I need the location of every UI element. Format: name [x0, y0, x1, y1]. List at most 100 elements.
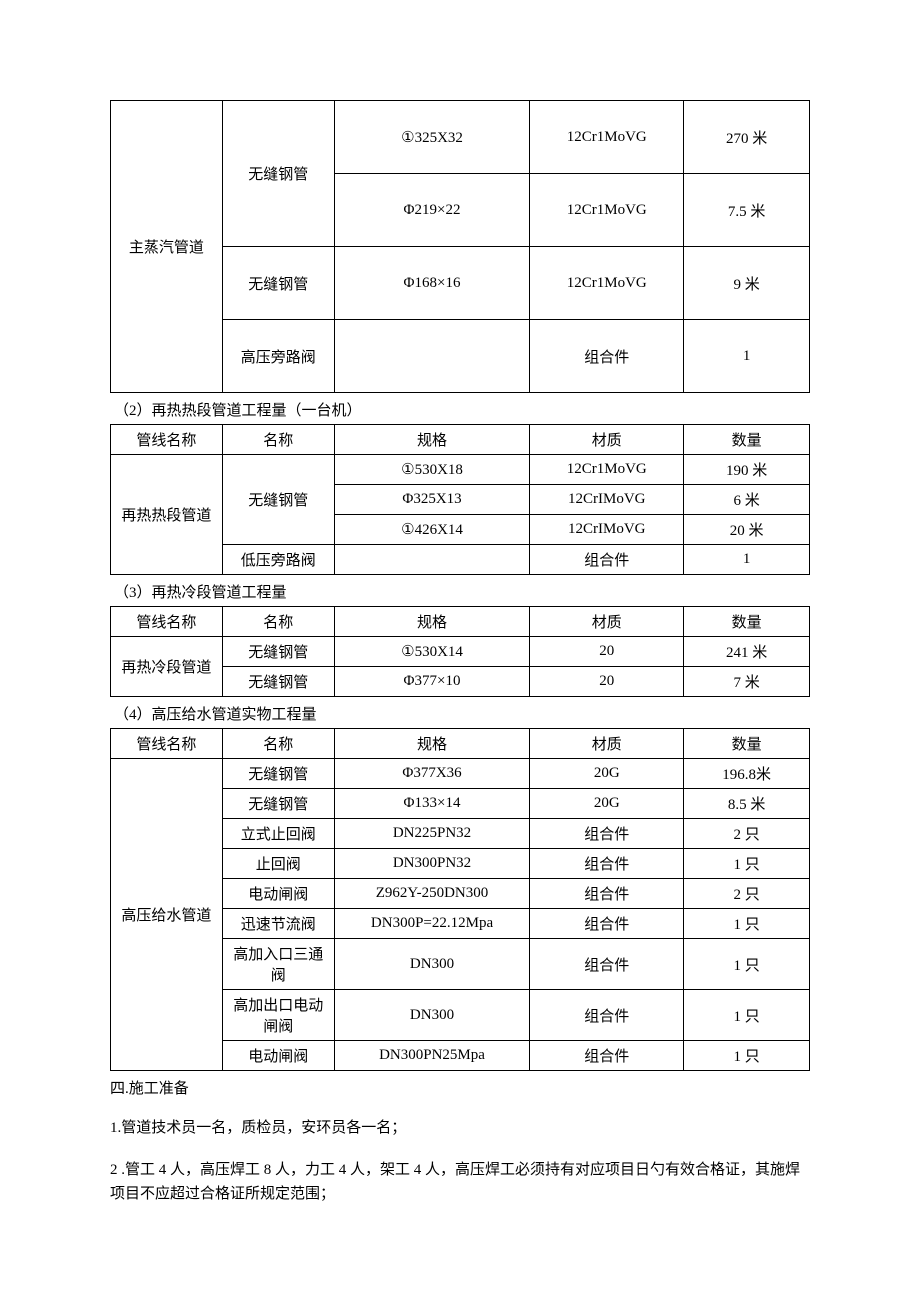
cell-spec: Z962Y-250DN300 — [334, 879, 530, 909]
cell-qty: 196.8米 — [684, 759, 810, 789]
cell-spec — [334, 320, 530, 393]
cell-material: 组合件 — [530, 1041, 684, 1071]
cell-name: 高加出口电动闸阀 — [222, 990, 334, 1041]
cell-qty: 6 米 — [684, 485, 810, 515]
header-qty: 数量 — [684, 729, 810, 759]
cell-material: 12CrIMoVG — [530, 485, 684, 515]
table-hp-feedwater: 管线名称 名称 规格 材质 数量 高压给水管道 无缝钢管 Φ377X36 20G… — [110, 728, 810, 1071]
table-reheat-cold: 管线名称 名称 规格 材质 数量 再热冷段管道 无缝钢管 ①530X14 20 … — [110, 606, 810, 697]
header-pipe: 管线名称 — [111, 729, 223, 759]
caption-t2: （2）再热热段管道工程量（一台机） — [114, 399, 810, 420]
cell-qty: 20 米 — [684, 515, 810, 545]
section-4-title: 四.施工准备 — [110, 1077, 810, 1098]
cell-spec: Φ168×16 — [334, 247, 530, 320]
header-qty: 数量 — [684, 425, 810, 455]
cell-name: 迅速节流阀 — [222, 909, 334, 939]
cell-material: 20G — [530, 789, 684, 819]
header-name: 名称 — [222, 729, 334, 759]
header-spec: 规格 — [334, 729, 530, 759]
cell-qty: 270 米 — [684, 101, 810, 174]
header-pipe: 管线名称 — [111, 425, 223, 455]
cell-qty: 2 只 — [684, 819, 810, 849]
cell-name: 电动闸阀 — [222, 1041, 334, 1071]
header-spec: 规格 — [334, 607, 530, 637]
cell-material: 12CrIMoVG — [530, 515, 684, 545]
cell-spec: Φ133×14 — [334, 789, 530, 819]
cell-material: 12Cr1MoVG — [530, 455, 684, 485]
cell-name: 电动闸阀 — [222, 879, 334, 909]
header-material: 材质 — [530, 729, 684, 759]
cell-spec: DN300PN25Mpa — [334, 1041, 530, 1071]
cell-pipe: 再热冷段管道 — [111, 637, 223, 697]
cell-qty: 1 只 — [684, 849, 810, 879]
cell-material: 20 — [530, 667, 684, 697]
cell-material: 组合件 — [530, 939, 684, 990]
cell-material: 组合件 — [530, 909, 684, 939]
cell-material: 组合件 — [530, 819, 684, 849]
header-name: 名称 — [222, 425, 334, 455]
cell-qty: 1 — [684, 320, 810, 393]
cell-pipe: 主蒸汽管道 — [111, 101, 223, 393]
table-row: 高压给水管道 无缝钢管 Φ377X36 20G 196.8米 — [111, 759, 810, 789]
cell-spec: Φ219×22 — [334, 174, 530, 247]
cell-qty: 1 只 — [684, 1041, 810, 1071]
cell-name: 无缝钢管 — [222, 637, 334, 667]
table-header-row: 管线名称 名称 规格 材质 数量 — [111, 425, 810, 455]
cell-qty: 7.5 米 — [684, 174, 810, 247]
table-row: 主蒸汽管道 无缝钢管 ①325X32 12Cr1MoVG 270 米 — [111, 101, 810, 174]
table-header-row: 管线名称 名称 规格 材质 数量 — [111, 607, 810, 637]
section4-p1: 1.管道技术员一名，质检员，安环员各一名； — [110, 1116, 810, 1140]
cell-material: 组合件 — [530, 849, 684, 879]
cell-spec — [334, 545, 530, 575]
cell-spec: DN300 — [334, 939, 530, 990]
cell-spec: ①530X14 — [334, 637, 530, 667]
cell-spec: ①325X32 — [334, 101, 530, 174]
cell-material: 20G — [530, 759, 684, 789]
cell-qty: 241 米 — [684, 637, 810, 667]
table-main-steam: 主蒸汽管道 无缝钢管 ①325X32 12Cr1MoVG 270 米 Φ219×… — [110, 100, 810, 393]
cell-qty: 1 只 — [684, 990, 810, 1041]
cell-qty: 190 米 — [684, 455, 810, 485]
cell-spec: ①426X14 — [334, 515, 530, 545]
cell-material: 组合件 — [530, 545, 684, 575]
cell-spec: DN225PN32 — [334, 819, 530, 849]
section4-p2: 2 .管工 4 人，高压焊工 8 人，力工 4 人，架工 4 人，高压焊工必须持… — [110, 1158, 810, 1206]
cell-name: 高加入口三通阀 — [222, 939, 334, 990]
header-spec: 规格 — [334, 425, 530, 455]
caption-t4: （4）高压给水管道实物工程量 — [114, 703, 810, 724]
header-material: 材质 — [530, 425, 684, 455]
cell-spec: DN300PN32 — [334, 849, 530, 879]
cell-name: 无缝钢管 — [222, 247, 334, 320]
cell-spec: Φ377×10 — [334, 667, 530, 697]
table-row: 再热冷段管道 无缝钢管 ①530X14 20 241 米 — [111, 637, 810, 667]
cell-qty: 1 只 — [684, 939, 810, 990]
cell-pipe: 再热热段管道 — [111, 455, 223, 575]
caption-t3: （3）再热冷段管道工程量 — [114, 581, 810, 602]
cell-spec: Φ325X13 — [334, 485, 530, 515]
header-name: 名称 — [222, 607, 334, 637]
cell-material: 12Cr1MoVG — [530, 101, 684, 174]
cell-spec: ①530X18 — [334, 455, 530, 485]
cell-name: 无缝钢管 — [222, 101, 334, 247]
table-reheat-hot: 管线名称 名称 规格 材质 数量 再热热段管道 无缝钢管 ①530X18 12C… — [110, 424, 810, 575]
cell-qty: 1 只 — [684, 909, 810, 939]
cell-material: 组合件 — [530, 990, 684, 1041]
header-qty: 数量 — [684, 607, 810, 637]
table-header-row: 管线名称 名称 规格 材质 数量 — [111, 729, 810, 759]
cell-qty: 1 — [684, 545, 810, 575]
cell-name: 无缝钢管 — [222, 667, 334, 697]
cell-material: 20 — [530, 637, 684, 667]
cell-name: 高压旁路阀 — [222, 320, 334, 393]
cell-name: 无缝钢管 — [222, 789, 334, 819]
cell-pipe: 高压给水管道 — [111, 759, 223, 1071]
cell-qty: 2 只 — [684, 879, 810, 909]
cell-qty: 9 米 — [684, 247, 810, 320]
cell-qty: 8.5 米 — [684, 789, 810, 819]
cell-name: 止回阀 — [222, 849, 334, 879]
cell-material: 12Cr1MoVG — [530, 247, 684, 320]
cell-material: 组合件 — [530, 320, 684, 393]
cell-spec: Φ377X36 — [334, 759, 530, 789]
cell-qty: 7 米 — [684, 667, 810, 697]
cell-name: 无缝钢管 — [222, 759, 334, 789]
cell-name: 无缝钢管 — [222, 455, 334, 545]
